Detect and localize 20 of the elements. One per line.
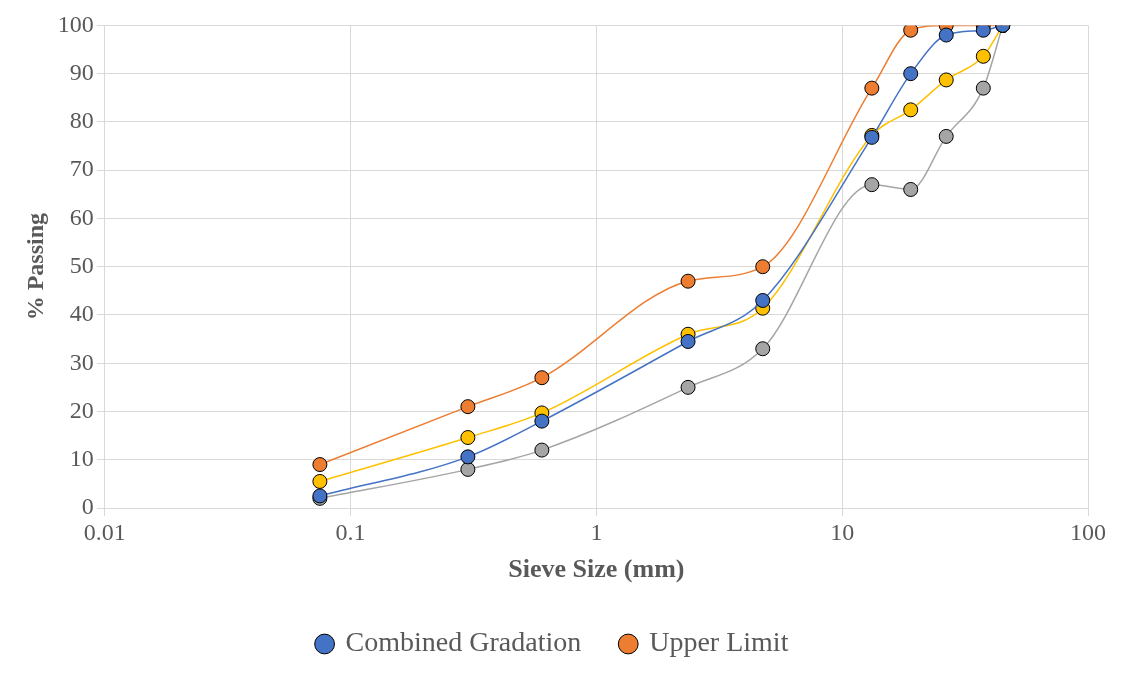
x-tick-label: 0.1 xyxy=(335,518,366,545)
y-tick-label: 0 xyxy=(81,493,94,520)
x-tick-label: 0.01 xyxy=(83,518,126,545)
y-tick-label: 90 xyxy=(69,58,94,85)
legend-label: Combined Gradation xyxy=(345,626,582,658)
y-tick-label: 70 xyxy=(69,155,94,182)
y-tick-label: 40 xyxy=(69,300,94,327)
x-tick-label: 10 xyxy=(830,518,855,545)
x-tick-label: 100 xyxy=(1070,518,1106,545)
y-tick-label: 60 xyxy=(69,203,94,230)
y-tick-label: 10 xyxy=(69,445,94,472)
x-axis-title: Sieve Size (mm) xyxy=(508,554,685,584)
y-tick-label: 80 xyxy=(69,107,94,134)
legend-label: Upper Limit xyxy=(649,626,789,658)
y-tick-label: 20 xyxy=(69,396,94,423)
y-tick-label: 100 xyxy=(57,10,94,37)
y-tick-label: 30 xyxy=(69,348,94,375)
y-axis-title: % Passing xyxy=(21,213,48,321)
y-tick-label: 50 xyxy=(69,252,94,278)
x-tick-label: 1 xyxy=(590,518,603,545)
